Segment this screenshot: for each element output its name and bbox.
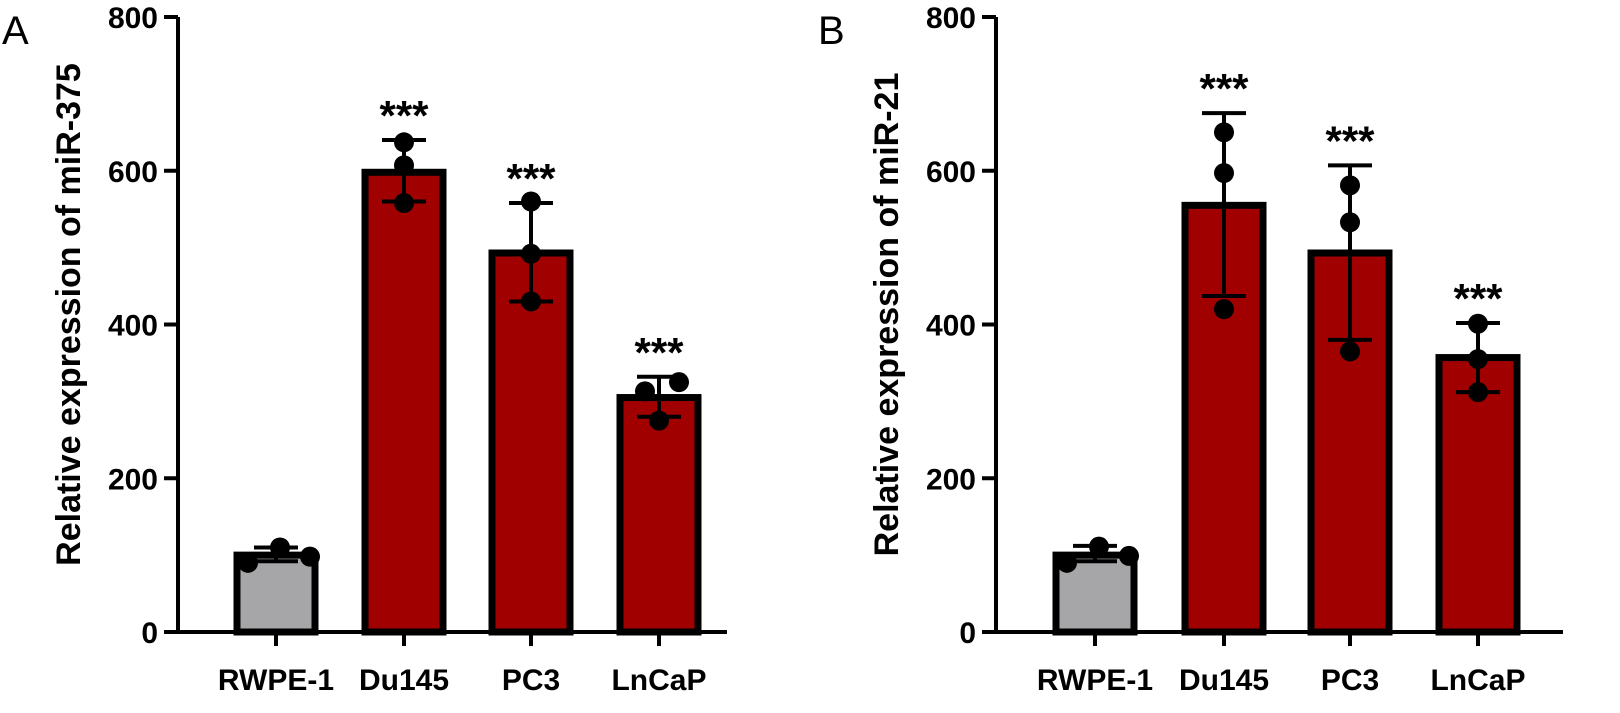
y-tick-label: 600 <box>108 156 158 189</box>
y-tick-label: 0 <box>141 617 158 650</box>
data-point <box>1340 341 1360 362</box>
x-tick-label: LnCaP <box>1430 664 1525 697</box>
x-tick-label: LnCaP <box>611 664 706 697</box>
bar <box>616 394 702 636</box>
significance-label: *** <box>634 329 684 376</box>
data-point <box>669 372 689 393</box>
panel-b: B Relative expression of miR-21 RWPE-1 *** D… <box>818 2 1563 697</box>
x-tick-label: Du145 <box>359 664 449 697</box>
data-point <box>1340 175 1360 196</box>
data-point <box>1214 122 1234 143</box>
significance-label: *** <box>1453 275 1503 322</box>
data-point <box>1468 349 1488 370</box>
data-point <box>521 291 541 312</box>
significance-label: *** <box>379 92 429 139</box>
y-axis-title: Relative expression of miR-21 <box>868 73 906 557</box>
x-tick-label: PC3 <box>1321 664 1379 697</box>
y-tick-label: 0 <box>959 617 976 650</box>
data-point <box>649 410 669 431</box>
data-point <box>635 381 655 402</box>
data-point <box>1214 299 1234 320</box>
data-point <box>1468 313 1488 334</box>
data-point <box>1468 382 1488 403</box>
bar <box>361 168 447 636</box>
significance-label: *** <box>506 155 556 202</box>
data-point <box>394 193 414 214</box>
data-point <box>1340 212 1360 233</box>
significance-label: *** <box>1199 65 1249 112</box>
x-tick-label: RWPE-1 <box>218 664 334 697</box>
y-tick-label: 200 <box>926 463 976 496</box>
data-point <box>521 191 541 212</box>
data-point <box>300 546 320 567</box>
x-tick-label: RWPE-1 <box>1037 664 1153 697</box>
data-point <box>270 537 290 558</box>
y-axis-title: Relative expression of miR-375 <box>50 63 88 566</box>
panel-letter: A <box>2 9 29 53</box>
data-point <box>1089 536 1109 557</box>
data-point <box>521 243 541 264</box>
y-tick-label: 800 <box>108 2 158 35</box>
y-tick-label: 600 <box>926 156 976 189</box>
data-point <box>394 132 414 153</box>
x-tick-label: PC3 <box>502 664 560 697</box>
panel-letter: B <box>818 9 845 53</box>
data-point <box>1057 552 1077 573</box>
significance-label: *** <box>1325 117 1375 164</box>
data-point <box>1119 545 1139 566</box>
x-tick-label: Du145 <box>1179 664 1269 697</box>
data-point <box>394 155 414 176</box>
data-point <box>238 552 258 573</box>
y-tick-label: 800 <box>926 2 976 35</box>
panel-a: A Relative expression of miR-375 RWPE-1 ***… <box>2 2 727 697</box>
data-point <box>1214 163 1234 184</box>
y-tick-label: 200 <box>108 463 158 496</box>
y-tick-label: 400 <box>926 310 976 343</box>
y-tick-label: 400 <box>108 310 158 343</box>
